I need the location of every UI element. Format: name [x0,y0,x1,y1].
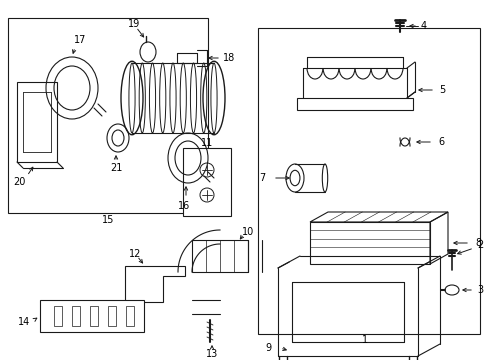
Bar [8,18,208,213]
Text: 9: 9 [265,343,271,353]
Text: 17: 17 [74,35,86,45]
Bar [126,306,134,326]
Text: 18: 18 [223,53,235,63]
Text: 1: 1 [362,335,368,345]
Text: 3: 3 [477,285,483,295]
Bar [192,240,248,272]
Text: 8: 8 [475,238,481,248]
Text: 20: 20 [13,177,25,187]
Text: 6: 6 [438,137,444,147]
Bar [310,222,430,264]
Bar [297,98,413,110]
Bar [108,306,116,326]
Text: 15: 15 [102,215,114,225]
Text: 19: 19 [128,19,140,29]
Text: 13: 13 [206,349,218,359]
Text: 10: 10 [242,227,254,237]
Text: 7: 7 [259,173,265,183]
Text: 12: 12 [129,249,141,259]
Bar [183,148,231,216]
Text: 14: 14 [18,317,30,327]
Text: 4: 4 [421,21,427,31]
Text: 16: 16 [178,201,190,211]
Text: 21: 21 [110,163,122,173]
Bar [90,306,98,326]
Bar [258,28,480,334]
Text: 11: 11 [201,138,213,148]
Bar [54,306,62,326]
Text: 2: 2 [477,240,483,250]
Bar [40,300,144,332]
Bar [72,306,80,326]
Text: 5: 5 [439,85,445,95]
